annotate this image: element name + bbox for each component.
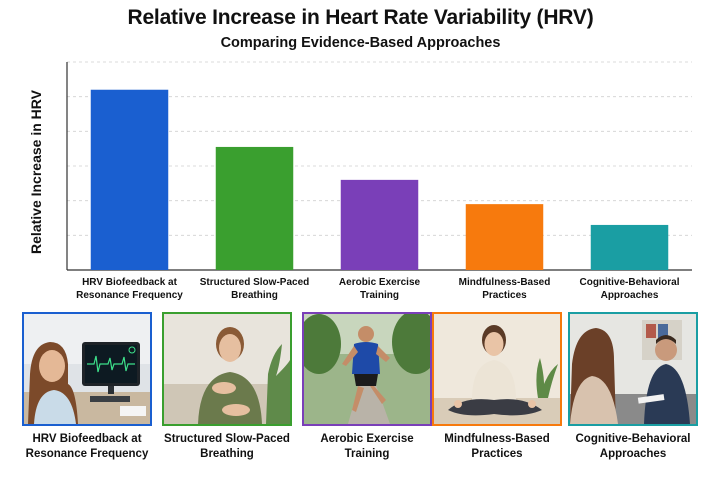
panel-caption-line: Approaches [599,448,667,460]
bar [465,204,544,270]
bars [90,89,669,270]
bar [215,146,294,270]
panel-caption-line: Breathing [200,448,254,460]
panel-slow-breathing [162,312,292,426]
panel-caption-line: Resonance Frequency [25,448,149,460]
slow-breathing-woman-photo [164,314,290,424]
x-tick-label: Cognitive-Behavioral Approaches [579,277,679,301]
bar [590,224,669,270]
x-tick-label: Structured Slow-Paced Breathing [200,277,309,301]
panel-caption: Aerobic Exercise Training [292,432,442,462]
panel-caption-line: Structured Slow-Paced [164,433,290,445]
panel-caption-line: HRV Biofeedback at [32,433,142,445]
therapy-session-photo [570,314,696,424]
chart-title: Relative Increase in Heart Rate Variabil… [127,6,594,29]
panel-caption: HRV Biofeedback at Resonance Frequency [12,432,162,462]
panel-caption-line: Training [344,448,390,460]
runner-park-photo [304,314,430,424]
panel-caption: Structured Slow-Paced Breathing [152,432,302,462]
panel-aerobic-exercise [302,312,432,426]
x-tick-label: Aerobic Exercise Training [339,277,421,301]
panel-cognitive-behavioral [568,312,698,426]
panel-caption-line: Aerobic Exercise [320,433,414,445]
bar-chart: Relative Increase in HRV HRV Biofeedback… [28,61,692,301]
panel-caption-line: Practices [471,448,523,460]
meditation-woman-photo [434,314,560,424]
hrv-biofeedback-monitor-photo [24,314,150,424]
panel-mindfulness [432,312,562,426]
bar [340,179,419,270]
panel-caption-line: Mindfulness-Based [444,433,550,445]
bar [90,89,169,270]
category-labels: HRV Biofeedback at Resonance Frequency Str… [76,277,680,301]
panel-caption: Mindfulness-Based Practices [422,432,572,462]
x-tick-label: HRV Biofeedback at Resonance Frequency [76,277,183,301]
chart-subtitle: Comparing Evidence-Based Approaches [220,35,501,51]
x-tick-label: Mindfulness-Based Practices [459,277,551,301]
y-axis-label: Relative Increase in HRV [28,89,44,254]
panel-hrv-biofeedback [22,312,152,426]
panel-caption-line: Cognitive-Behavioral [575,433,691,445]
panel-caption: Cognitive-Behavioral Approaches [558,432,708,462]
